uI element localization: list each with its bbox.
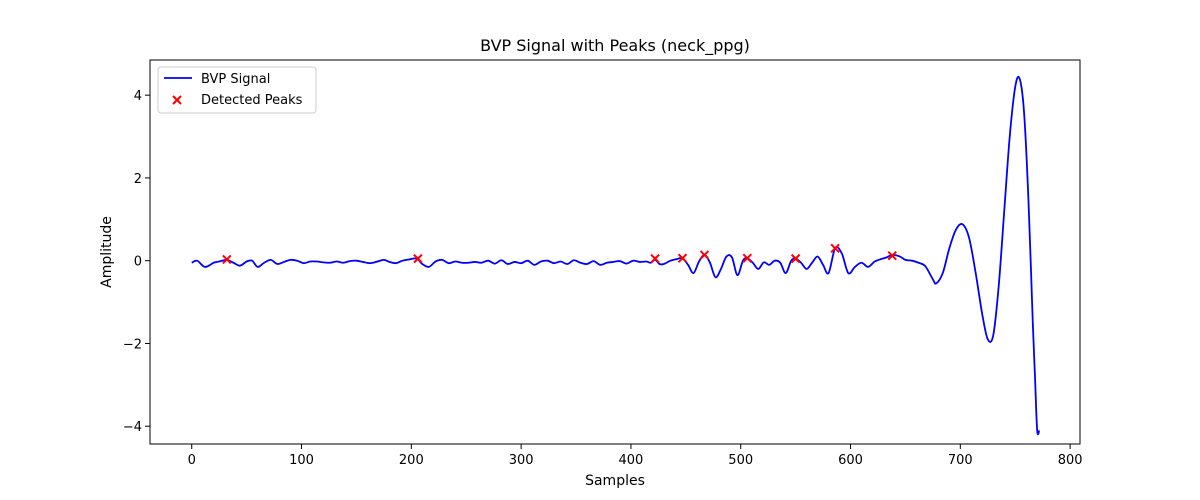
- plot-area: [149, 59, 1081, 445]
- x-tick-label: 600: [838, 453, 863, 468]
- peak-marker: [677, 253, 688, 263]
- y-axis-ticks: −4 −2 0 2 4: [123, 89, 150, 435]
- legend-box: [157, 66, 317, 114]
- peak-marker: [887, 251, 897, 261]
- y-tick-label: −2: [123, 337, 142, 352]
- x-tick-label: 0: [188, 453, 196, 468]
- peak-marker: [742, 253, 753, 263]
- legend-x-marker: [172, 95, 182, 105]
- legend-label-detected-peaks: Detected Peaks: [201, 93, 303, 108]
- peak-marker: [413, 253, 423, 264]
- peak-marker: [830, 243, 840, 253]
- y-tick-label: 0: [134, 255, 142, 270]
- x-tick-label: 200: [399, 453, 424, 468]
- legend-label-bvp-signal: BVP Signal: [201, 72, 270, 87]
- chart-title: BVP Signal with Peaks (neck_ppg): [480, 36, 750, 56]
- x-axis-ticks: 0 100 200 300 400 500 600 700 800: [188, 444, 1083, 468]
- peak-marker: [790, 253, 801, 264]
- y-tick-label: −4: [123, 420, 142, 435]
- axes-frame: [149, 59, 1081, 445]
- peak-marker: [650, 253, 660, 264]
- peak-marker: [699, 250, 710, 260]
- peak-marker: [222, 254, 232, 265]
- series-layer: [191, 75, 1041, 436]
- x-tick-label: 500: [728, 453, 753, 468]
- x-axis-label: Samples: [585, 473, 645, 489]
- x-tick-label: 400: [619, 453, 644, 468]
- legend: BVP Signal Detected Peaks: [157, 66, 317, 114]
- y-tick-label: 4: [134, 89, 142, 104]
- x-tick-label: 800: [1058, 453, 1083, 468]
- y-axis-label: Amplitude: [99, 216, 115, 288]
- y-tick-label: 2: [134, 172, 142, 187]
- x-tick-label: 100: [289, 453, 314, 468]
- x-tick-label: 700: [948, 453, 973, 468]
- x-tick-label: 300: [509, 453, 534, 468]
